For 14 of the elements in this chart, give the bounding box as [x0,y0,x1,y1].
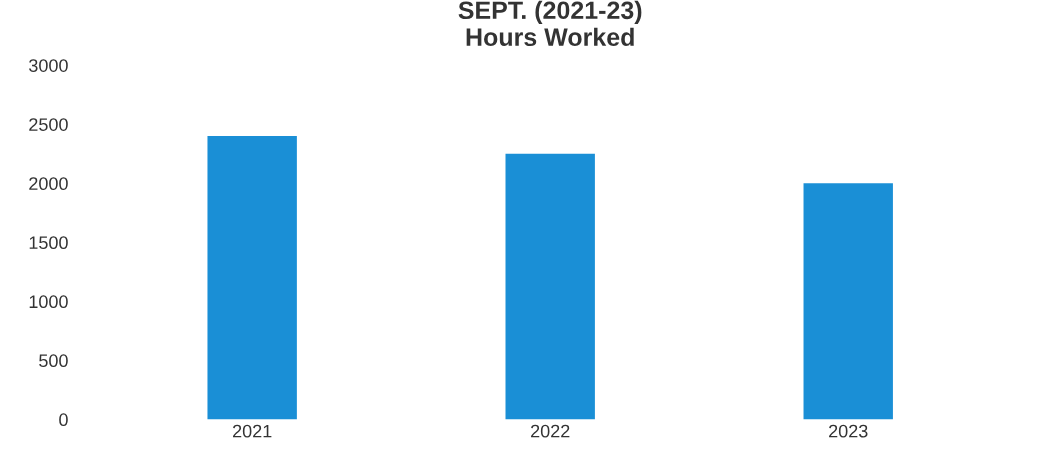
y-tick-label: 0 [59,413,68,427]
x-tick-label: 2022 [531,424,570,438]
y-tick-label: 1000 [29,295,68,309]
bar [505,153,595,420]
bar [803,183,893,420]
y-tick-label: 1500 [29,236,68,250]
y-tick-label: 3000 [29,59,68,72]
bar [207,136,297,420]
y-tick-label: 500 [39,354,68,368]
x-tick-label: 2023 [829,424,868,438]
chart-title: SEPT. (2021-23) Hours Worked [458,0,642,47]
y-tick-label: 2500 [29,118,68,131]
x-tick-label: 2021 [233,424,272,438]
y-tick-label: 2000 [29,177,68,191]
